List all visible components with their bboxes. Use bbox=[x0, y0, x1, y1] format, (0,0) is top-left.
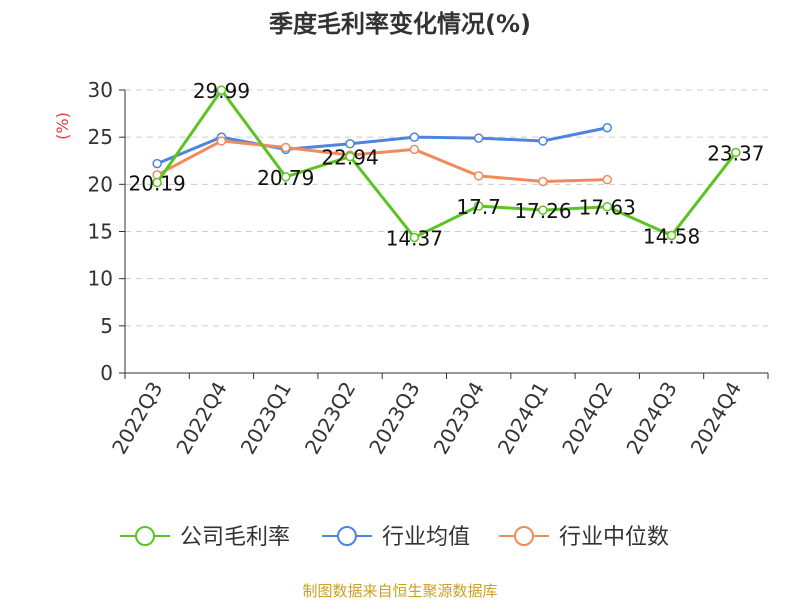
data-point bbox=[409, 144, 420, 155]
data-point bbox=[538, 176, 548, 187]
data-point bbox=[345, 139, 355, 149]
data-point bbox=[473, 133, 484, 143]
data-point bbox=[602, 122, 612, 133]
data-point bbox=[152, 177, 162, 188]
data-point bbox=[666, 230, 677, 241]
x-tick-label: 2024Q1 bbox=[493, 378, 553, 459]
data-point bbox=[409, 232, 420, 243]
x-tick-label: 2023Q2 bbox=[300, 378, 360, 459]
x-tick-label: 2024Q4 bbox=[686, 378, 746, 459]
data-label: 29.99 bbox=[193, 79, 250, 103]
chart-title: 季度毛利率变化情况(%) bbox=[269, 10, 531, 38]
y-tick-label: 10 bbox=[88, 267, 113, 291]
data-point bbox=[731, 147, 741, 158]
data-label: 23.37 bbox=[707, 142, 764, 166]
y-axis-unit-label: (%) bbox=[53, 112, 72, 140]
series-company-gross-margin bbox=[152, 85, 741, 243]
x-tick-label: 2023Q4 bbox=[429, 378, 489, 459]
legend-marker bbox=[514, 526, 534, 546]
data-label: 14.58 bbox=[643, 224, 700, 248]
legend-item: 行业中位数 bbox=[499, 525, 669, 550]
series-line bbox=[156, 126, 608, 165]
x-tick-label: 2022Q4 bbox=[171, 378, 231, 459]
x-tick-label: 2023Q3 bbox=[364, 378, 424, 459]
x-tick-label: 2022Q3 bbox=[107, 378, 167, 459]
x-tick-label: 2023Q1 bbox=[236, 378, 296, 459]
data-label: 14.37 bbox=[386, 226, 443, 250]
data-point bbox=[602, 201, 612, 212]
data-point bbox=[538, 205, 548, 215]
data-point bbox=[216, 85, 227, 95]
data-point bbox=[473, 201, 484, 211]
data-label: 20.79 bbox=[257, 166, 314, 190]
series-industry-median bbox=[152, 136, 612, 187]
data-point bbox=[345, 151, 355, 162]
x-tick-label: 2024Q3 bbox=[621, 378, 681, 459]
y-tick-label: 30 bbox=[88, 78, 113, 102]
data-labels: 20.19 29.99 20.79 22.94 14.37 17.7 17.26 17.63 1… bbox=[129, 79, 765, 250]
data-label: 17.7 bbox=[456, 195, 501, 219]
data-point bbox=[409, 132, 420, 142]
data-label: 20.19 bbox=[129, 172, 186, 196]
y-tick-label: 5 bbox=[100, 314, 113, 338]
data-point bbox=[152, 158, 162, 169]
y-tick-label: 15 bbox=[88, 220, 113, 244]
legend-label: 行业均值 bbox=[382, 525, 470, 550]
data-point bbox=[473, 171, 484, 181]
legend-label: 公司毛利率 bbox=[180, 525, 290, 550]
legend-item: 行业均值 bbox=[322, 525, 470, 550]
series-lines bbox=[152, 85, 741, 243]
data-label: 17.63 bbox=[579, 196, 636, 220]
legend-marker bbox=[337, 526, 357, 546]
legend: 公司毛利率 行业均值 行业中位数 bbox=[120, 525, 669, 550]
data-point bbox=[281, 142, 291, 153]
data-point bbox=[216, 136, 227, 146]
data-point bbox=[538, 136, 548, 146]
data-point bbox=[602, 174, 612, 185]
data-point bbox=[281, 172, 291, 182]
data-label: 17.26 bbox=[514, 199, 571, 223]
y-tick-label: 25 bbox=[88, 125, 113, 149]
y-tick-label: 20 bbox=[88, 172, 113, 196]
x-tick-label: 2024Q2 bbox=[557, 378, 617, 459]
legend-marker bbox=[135, 526, 155, 546]
legend-label: 行业中位数 bbox=[559, 525, 669, 550]
source-note: 制图数据来自恒生聚源数据库 bbox=[302, 582, 497, 600]
data-label: 22.94 bbox=[321, 146, 378, 170]
grid-lines bbox=[125, 89, 768, 327]
series-line bbox=[155, 88, 738, 239]
y-tick-label: 0 bbox=[100, 361, 113, 385]
legend-item: 公司毛利率 bbox=[120, 525, 290, 550]
series-line bbox=[156, 139, 608, 184]
